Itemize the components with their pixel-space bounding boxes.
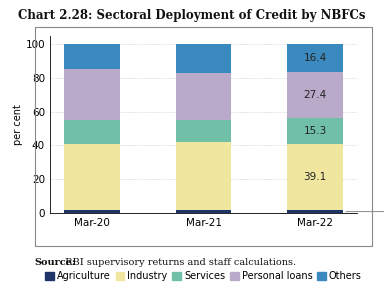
Bar — [64, 120, 120, 144]
Text: 1.8: 1.8 — [346, 207, 384, 217]
Bar — [64, 144, 120, 210]
Y-axis label: per cent: per cent — [13, 104, 23, 145]
Bar — [64, 44, 120, 69]
Bar — [287, 144, 343, 210]
Bar — [287, 44, 343, 72]
Text: 16.4: 16.4 — [304, 53, 327, 63]
Text: RBI supervisory returns and staff calculations.: RBI supervisory returns and staff calcul… — [62, 258, 296, 266]
Bar — [175, 73, 232, 120]
Bar — [287, 210, 343, 213]
Legend: Agriculture, Industry, Services, Personal loans, Others: Agriculture, Industry, Services, Persona… — [45, 271, 362, 281]
Bar — [175, 142, 232, 210]
Bar — [287, 118, 343, 144]
Bar — [287, 72, 343, 118]
Bar — [175, 44, 232, 73]
Bar — [64, 210, 120, 213]
Text: Source:: Source: — [35, 258, 76, 266]
Bar — [175, 210, 232, 213]
Text: 15.3: 15.3 — [304, 126, 327, 136]
Bar — [175, 120, 232, 142]
Text: 39.1: 39.1 — [304, 172, 327, 182]
Text: Chart 2.28: Sectoral Deployment of Credit by NBFCs: Chart 2.28: Sectoral Deployment of Credi… — [18, 9, 366, 22]
Bar — [64, 69, 120, 120]
Text: 27.4: 27.4 — [304, 90, 327, 100]
